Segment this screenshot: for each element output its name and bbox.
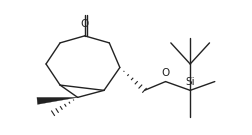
Text: O: O: [162, 68, 170, 78]
Polygon shape: [37, 97, 78, 104]
Text: O: O: [81, 19, 89, 29]
Text: Si: Si: [185, 77, 195, 87]
